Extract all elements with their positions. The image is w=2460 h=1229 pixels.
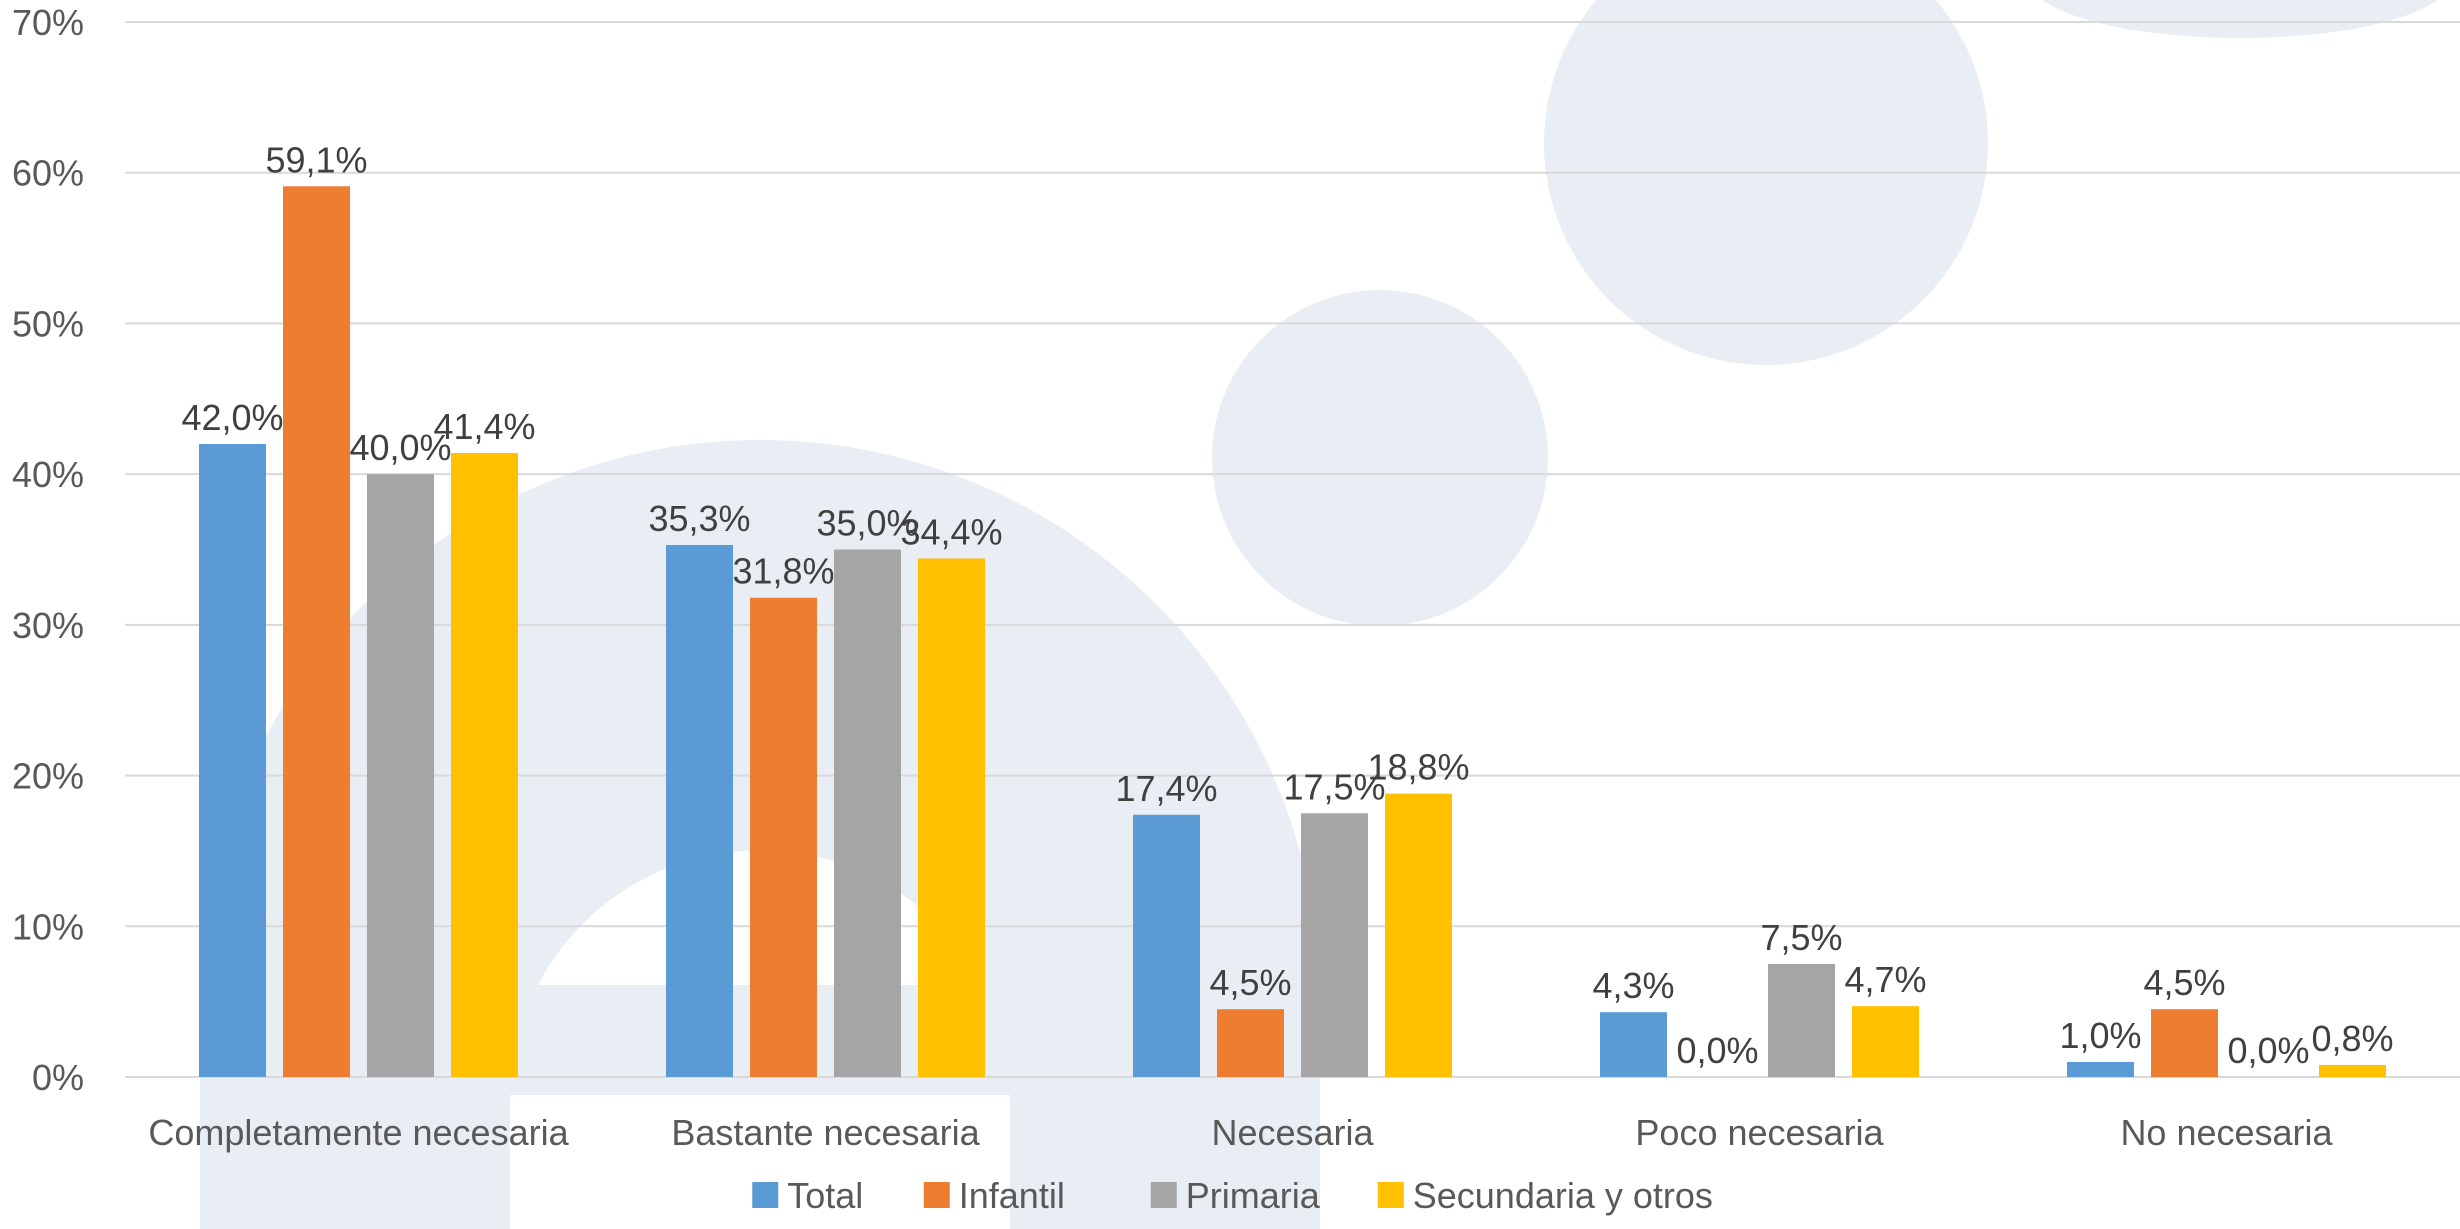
bar bbox=[451, 453, 518, 1077]
x-category-label: Bastante necesaria bbox=[671, 1112, 980, 1153]
data-label: 31,8% bbox=[732, 551, 834, 592]
legend-label: Total bbox=[787, 1175, 863, 1216]
data-label: 7,5% bbox=[1760, 917, 1842, 958]
data-label: 18,8% bbox=[1367, 747, 1469, 788]
bar bbox=[1852, 1006, 1919, 1077]
data-label: 0,0% bbox=[1676, 1030, 1758, 1071]
bar bbox=[666, 544, 733, 1077]
bar bbox=[2319, 1064, 2386, 1077]
data-label: 4,3% bbox=[1592, 965, 1674, 1006]
legend-label: Primaria bbox=[1186, 1175, 1321, 1216]
data-label: 35,3% bbox=[648, 498, 750, 539]
legend-swatch bbox=[923, 1182, 950, 1208]
bar bbox=[1217, 1009, 1284, 1077]
x-category-label: Completamente necesaria bbox=[148, 1112, 569, 1153]
x-category-label: Necesaria bbox=[1211, 1112, 1374, 1153]
bar bbox=[1301, 813, 1368, 1077]
data-label: 17,5% bbox=[1283, 766, 1385, 807]
bar bbox=[834, 549, 901, 1077]
data-label: 35,0% bbox=[816, 503, 918, 544]
bar bbox=[1768, 963, 1835, 1077]
data-label: 59,1% bbox=[265, 139, 367, 180]
y-tick-label: 20% bbox=[12, 756, 84, 797]
bar bbox=[283, 186, 350, 1077]
data-label: 0,0% bbox=[2227, 1030, 2309, 1071]
x-category-label: No necesaria bbox=[2120, 1112, 2333, 1153]
legend: Total Infantil Primaria Secundaria y otros bbox=[752, 1175, 1713, 1216]
legend-swatch bbox=[752, 1182, 779, 1208]
legend-swatch bbox=[1377, 1182, 1404, 1208]
bar bbox=[1385, 793, 1452, 1077]
bar bbox=[1133, 814, 1200, 1077]
bar bbox=[2151, 1009, 2218, 1077]
data-label: 42,0% bbox=[181, 397, 283, 438]
y-tick-label: 60% bbox=[12, 153, 84, 194]
data-label: 1,0% bbox=[2059, 1015, 2141, 1056]
bar bbox=[2067, 1061, 2134, 1077]
data-label: 0,8% bbox=[2311, 1018, 2393, 1059]
y-tick-label: 50% bbox=[12, 303, 84, 344]
x-category-label: Poco necesaria bbox=[1635, 1112, 1884, 1153]
data-labels: 42,0% 59,1% 40,0%41,4% 35,3% 31,8% 35,0%34,4%… bbox=[181, 139, 2393, 1071]
bar bbox=[918, 558, 985, 1077]
legend-swatch bbox=[1150, 1182, 1177, 1208]
y-tick-label: 70% bbox=[12, 2, 84, 43]
legend-label: Secundaria y otros bbox=[1413, 1175, 1713, 1216]
bar bbox=[1600, 1012, 1667, 1077]
data-label: 4,5% bbox=[1209, 962, 1291, 1003]
y-tick-label: 10% bbox=[12, 906, 84, 947]
x-axis-category-labels: Completamente necesaria Bastante necesari… bbox=[148, 1112, 2333, 1153]
data-label: 40,0% bbox=[349, 427, 451, 468]
y-tick-label: 30% bbox=[12, 605, 84, 646]
bars bbox=[199, 186, 2386, 1078]
legend-label: Infantil bbox=[959, 1175, 1065, 1216]
y-tick-label: 0% bbox=[32, 1057, 84, 1098]
y-axis-tick-labels: 0% 10% 20% 30% 40% 50% 60% 70% bbox=[12, 2, 84, 1098]
data-label: 34,4% bbox=[900, 512, 1002, 553]
data-label: 17,4% bbox=[1115, 768, 1217, 809]
bar bbox=[750, 597, 817, 1077]
data-label: 41,4% bbox=[433, 406, 535, 447]
y-tick-label: 40% bbox=[12, 454, 84, 495]
data-label: 4,5% bbox=[2143, 962, 2225, 1003]
bar bbox=[367, 474, 434, 1078]
bar bbox=[199, 444, 266, 1077]
data-label: 4,7% bbox=[1844, 959, 1926, 1000]
